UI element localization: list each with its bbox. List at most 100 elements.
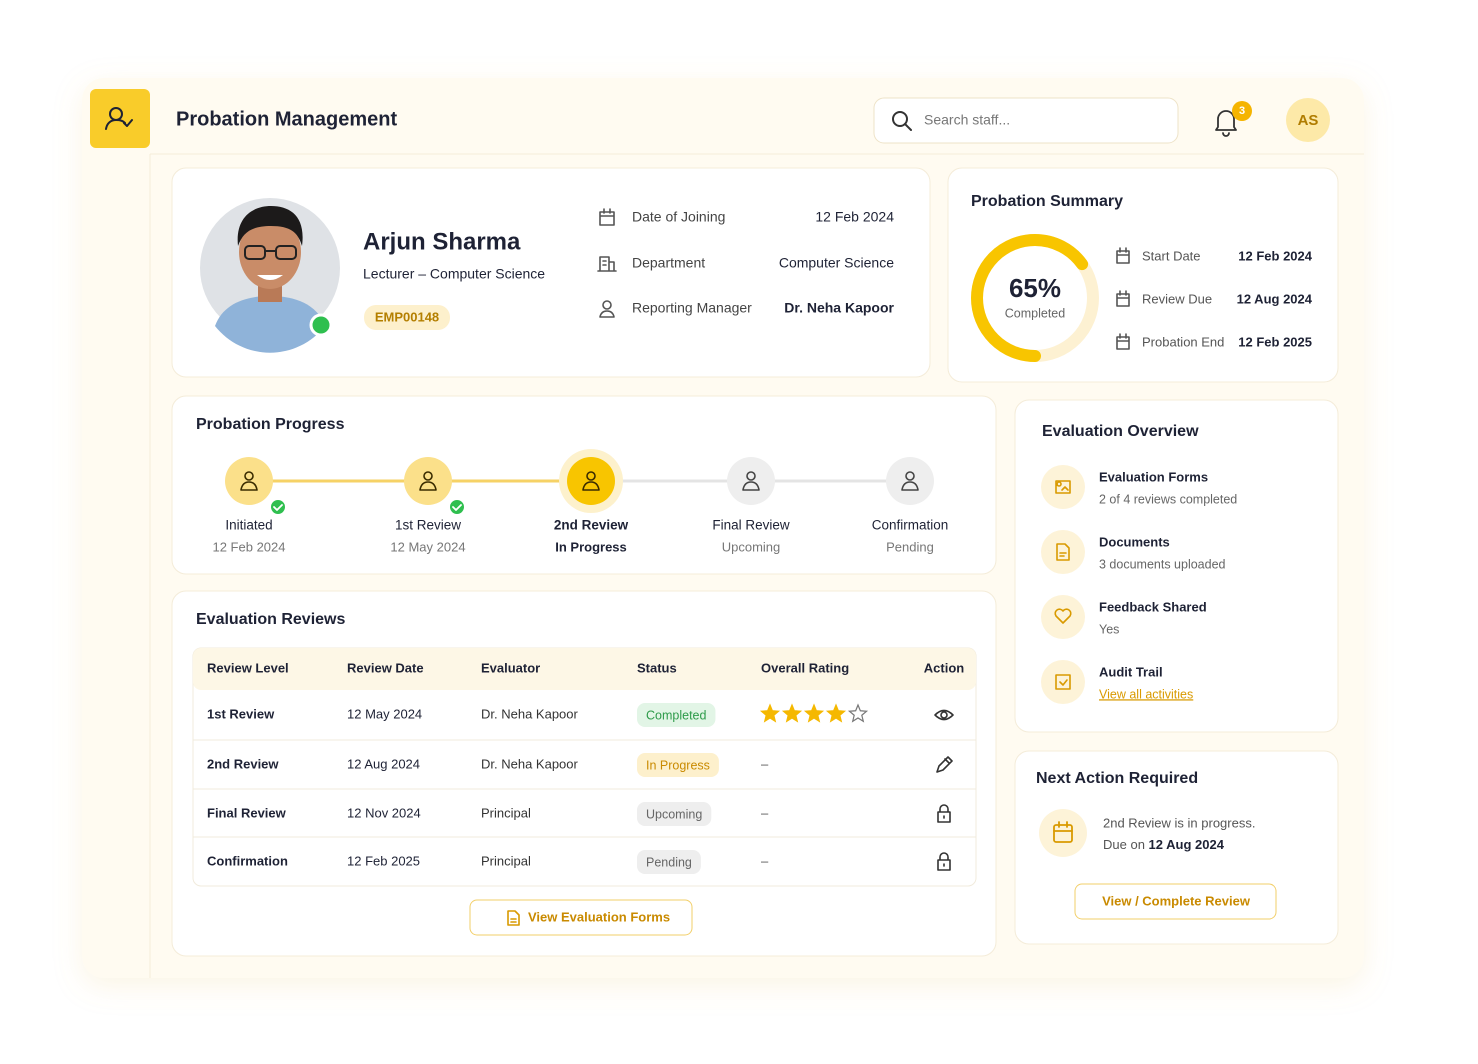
calendar-badge [1039, 809, 1087, 857]
detail-label: Department [632, 255, 705, 271]
step-check [448, 498, 466, 516]
overview-card [1014, 399, 1339, 733]
step-detail: 12 Feb 2024 [212, 539, 285, 554]
review-evaluator: Dr. Neha Kapoor [481, 756, 579, 771]
review-date: 12 Feb 2025 [347, 853, 420, 868]
step-icon [419, 471, 437, 491]
progress-ring [971, 234, 1099, 362]
review-level: 1st Review [207, 706, 275, 721]
summary-title: Probation Summary [971, 193, 1123, 210]
summary-icon [1116, 290, 1130, 307]
step-circle [886, 457, 934, 505]
column-header: Overall Rating [761, 660, 849, 675]
progress-title: Probation Progress [196, 416, 345, 433]
step-icon [901, 471, 919, 491]
complete-review-button[interactable] [1074, 883, 1277, 920]
overview-item-detail: 2 of 4 reviews completed [1099, 492, 1237, 506]
row-action[interactable] [934, 709, 954, 721]
status-label: Pending [646, 855, 692, 869]
detail-value: Dr. Neha Kapoor [784, 300, 894, 316]
step-detail: In Progress [555, 539, 627, 554]
summary-value: 12 Feb 2024 [1238, 248, 1312, 263]
detail-icon [599, 208, 615, 226]
overview-icon [1054, 608, 1072, 624]
overview-item-detail[interactable]: View all activities [1099, 687, 1193, 701]
calendar-icon [1053, 821, 1073, 843]
step-detail: Pending [886, 539, 934, 554]
review-level: 2nd Review [207, 756, 279, 771]
next-action-title: Next Action Required [1036, 770, 1198, 787]
review-date: 12 Aug 2024 [347, 756, 420, 771]
bell-icon[interactable] [1215, 110, 1237, 137]
step-circle [404, 457, 452, 505]
review-level: Confirmation [207, 853, 288, 868]
summary-label: Start Date [1142, 248, 1201, 263]
view-forms-button[interactable] [469, 899, 693, 936]
step-detail: Upcoming [722, 539, 781, 554]
detail-label: Date of Joining [632, 209, 725, 225]
overview-icon-bg [1041, 595, 1085, 639]
column-header: Review Level [207, 660, 289, 675]
summary-icon [1116, 247, 1130, 264]
step-check [269, 498, 287, 516]
column-header: Review Date [347, 660, 424, 675]
user-avatar[interactable] [1286, 98, 1330, 142]
summary-icon [1116, 333, 1130, 350]
step-icon [742, 471, 760, 491]
review-evaluator: Principal [481, 853, 531, 868]
overview-item-detail: 3 documents uploaded [1099, 557, 1226, 571]
step-detail: 12 May 2024 [390, 539, 465, 554]
overview-item-title: Evaluation Forms [1099, 469, 1208, 484]
step-label: Initiated [225, 518, 272, 533]
review-evaluator: Principal [481, 805, 531, 820]
profile-photo [200, 198, 340, 353]
table-header [193, 648, 976, 690]
review-date: 12 Nov 2024 [347, 805, 421, 820]
step-icon [240, 471, 258, 491]
detail-icon [597, 256, 617, 272]
step-circle [567, 457, 615, 505]
rating-star [781, 703, 803, 723]
status-label: In Progress [646, 758, 710, 772]
rating-star [825, 703, 847, 723]
column-header: Status [637, 660, 677, 675]
detail-icon [599, 300, 615, 318]
search-box[interactable] [873, 97, 1179, 144]
star-rating [759, 703, 869, 723]
review-level: Final Review [207, 805, 287, 820]
due-prefix: Due on [1103, 837, 1145, 852]
status-pill [637, 850, 701, 874]
step-circle [225, 457, 273, 505]
reviews-title: Evaluation Reviews [196, 611, 345, 628]
rating-star [847, 703, 869, 723]
row-action[interactable] [937, 852, 951, 871]
overview-item-title: Documents [1099, 534, 1170, 549]
detail-label: Reporting Manager [632, 300, 752, 316]
search-placeholder: Search staff... [924, 112, 1010, 128]
employee-id-badge [364, 305, 450, 330]
overview-icon [1055, 480, 1071, 494]
next-action-due: Due on 12 Aug 2024 [1103, 837, 1225, 852]
row-action[interactable] [937, 804, 951, 823]
notification-badge [1232, 101, 1252, 121]
status-label: Upcoming [646, 807, 702, 821]
search-icon [892, 111, 912, 131]
status-pill [637, 753, 719, 777]
step-label: 2nd Review [554, 518, 629, 533]
step-label: Final Review [712, 518, 790, 533]
step-check-mark [273, 504, 283, 511]
summary-card [947, 167, 1339, 383]
overview-icon-bg [1041, 660, 1085, 704]
step-circle [727, 457, 775, 505]
rating-star [759, 703, 781, 723]
overview-title: Evaluation Overview [1042, 423, 1199, 440]
overview-item-detail: Yes [1099, 622, 1119, 636]
status-pill [637, 703, 716, 727]
logo-icon [105, 107, 133, 130]
notification-count: 3 [1239, 105, 1245, 117]
row-action[interactable] [936, 756, 953, 773]
overview-item-title: Feedback Shared [1099, 599, 1207, 614]
summary-value: 12 Feb 2025 [1238, 334, 1312, 349]
overview-item-title: Audit Trail [1099, 664, 1163, 679]
